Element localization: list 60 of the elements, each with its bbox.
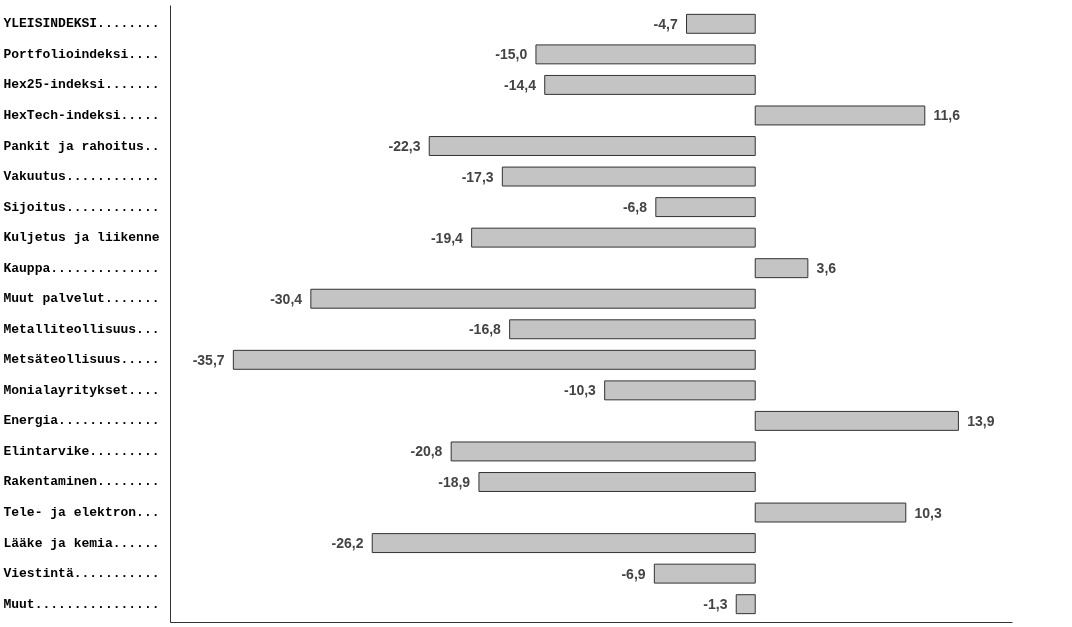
- bar: [450, 441, 756, 462]
- y-tick-label: Viestintä...........: [3, 566, 160, 582]
- bar: [501, 166, 756, 187]
- bar: [535, 44, 756, 65]
- data-label: -10,3: [563, 382, 597, 399]
- y-tick-label: Muut................: [3, 596, 160, 612]
- y-tick-label: Monialayritykset....: [3, 382, 160, 398]
- bar: [428, 136, 756, 156]
- y-tick-label: HexTech-indeksi.....: [3, 107, 160, 123]
- bar: [471, 227, 756, 248]
- bar: [371, 533, 756, 554]
- y-tick-label: Muut palvelut.......: [3, 291, 160, 307]
- bar: [310, 288, 756, 309]
- y-tick-label: Pankit ja rahoitus..: [3, 138, 160, 154]
- data-label: -19,4: [430, 229, 464, 246]
- data-label: -1,3: [703, 596, 728, 613]
- y-tick-label: YLEISINDEKSI........: [3, 16, 160, 32]
- data-label: -30,4: [270, 290, 303, 307]
- y-tick-label: Kuljetus ja liikenne: [3, 230, 160, 246]
- bar: [754, 258, 809, 279]
- data-label: -15,0: [495, 46, 528, 63]
- data-label: -22,3: [388, 138, 421, 154]
- data-label: -4,7: [653, 15, 678, 32]
- data-label: 11,6: [933, 107, 961, 124]
- data-label: -6,9: [621, 565, 646, 582]
- bar: [754, 105, 926, 126]
- bar: [655, 197, 756, 218]
- data-label: 3,6: [816, 260, 837, 277]
- data-label: -35,7: [192, 351, 225, 368]
- data-label: -20,8: [410, 443, 443, 460]
- data-label: 13,9: [967, 412, 995, 429]
- bar: [754, 410, 959, 431]
- bar: [754, 502, 907, 523]
- data-label: -18,9: [438, 474, 471, 490]
- data-label: -26,2: [331, 535, 364, 552]
- bar: [478, 472, 756, 492]
- bar: [232, 349, 756, 370]
- bar: [604, 380, 756, 401]
- y-tick-label: Portfolioindeksi....: [3, 46, 160, 62]
- y-tick-label: Metsäteollisuus.....: [3, 352, 160, 368]
- y-tick-label: Tele- ja elektron...: [3, 505, 160, 521]
- data-label: -14,4: [504, 76, 537, 93]
- bar: [509, 319, 756, 340]
- y-tick-label: Sijoitus............: [3, 199, 160, 215]
- y-tick-label: Energia.............: [3, 413, 160, 429]
- y-tick-label: Vakuutus............: [3, 169, 160, 185]
- data-label: -17,3: [461, 168, 494, 185]
- y-tick-label: Elintarvike.........: [3, 443, 160, 459]
- y-tick-label: Hex25-indeksi.......: [3, 77, 160, 93]
- bar: [544, 74, 756, 95]
- y-tick-label: Lääke ja kemia......: [3, 535, 160, 551]
- data-label: -16,8: [468, 321, 502, 338]
- data-label: 10,3: [914, 504, 943, 521]
- y-tick-label: Rakentaminen........: [3, 474, 160, 490]
- bar: [686, 13, 756, 34]
- bar: [653, 563, 756, 584]
- bar: [735, 594, 756, 615]
- data-label: -6,8: [622, 199, 648, 216]
- y-tick-label: Kauppa..............: [3, 260, 160, 276]
- y-tick-label: Metalliteollisuus...: [3, 321, 160, 337]
